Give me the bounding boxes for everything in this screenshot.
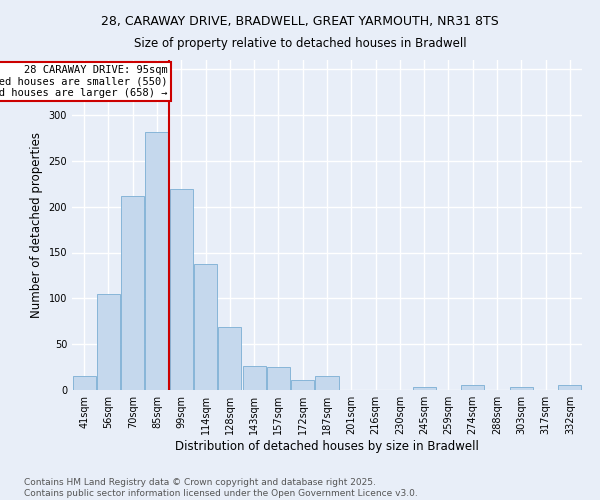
- Text: Size of property relative to detached houses in Bradwell: Size of property relative to detached ho…: [134, 38, 466, 51]
- Bar: [559, 386, 581, 390]
- Bar: [461, 386, 484, 390]
- Bar: [218, 327, 241, 390]
- Bar: [291, 380, 314, 390]
- Text: 28 CARAWAY DRIVE: 95sqm
← 45% of detached houses are smaller (550)
54% of semi-d: 28 CARAWAY DRIVE: 95sqm ← 45% of detache…: [0, 65, 168, 98]
- Bar: [121, 196, 144, 390]
- Bar: [316, 376, 338, 390]
- Bar: [97, 294, 120, 390]
- Bar: [510, 387, 533, 390]
- Bar: [170, 189, 193, 390]
- Bar: [145, 132, 169, 390]
- Text: Contains HM Land Registry data © Crown copyright and database right 2025.
Contai: Contains HM Land Registry data © Crown c…: [24, 478, 418, 498]
- Bar: [194, 264, 217, 390]
- Y-axis label: Number of detached properties: Number of detached properties: [30, 132, 43, 318]
- Bar: [242, 366, 266, 390]
- Bar: [267, 367, 290, 390]
- Text: 28, CARAWAY DRIVE, BRADWELL, GREAT YARMOUTH, NR31 8TS: 28, CARAWAY DRIVE, BRADWELL, GREAT YARMO…: [101, 15, 499, 28]
- Bar: [73, 376, 95, 390]
- Bar: [413, 387, 436, 390]
- X-axis label: Distribution of detached houses by size in Bradwell: Distribution of detached houses by size …: [175, 440, 479, 453]
